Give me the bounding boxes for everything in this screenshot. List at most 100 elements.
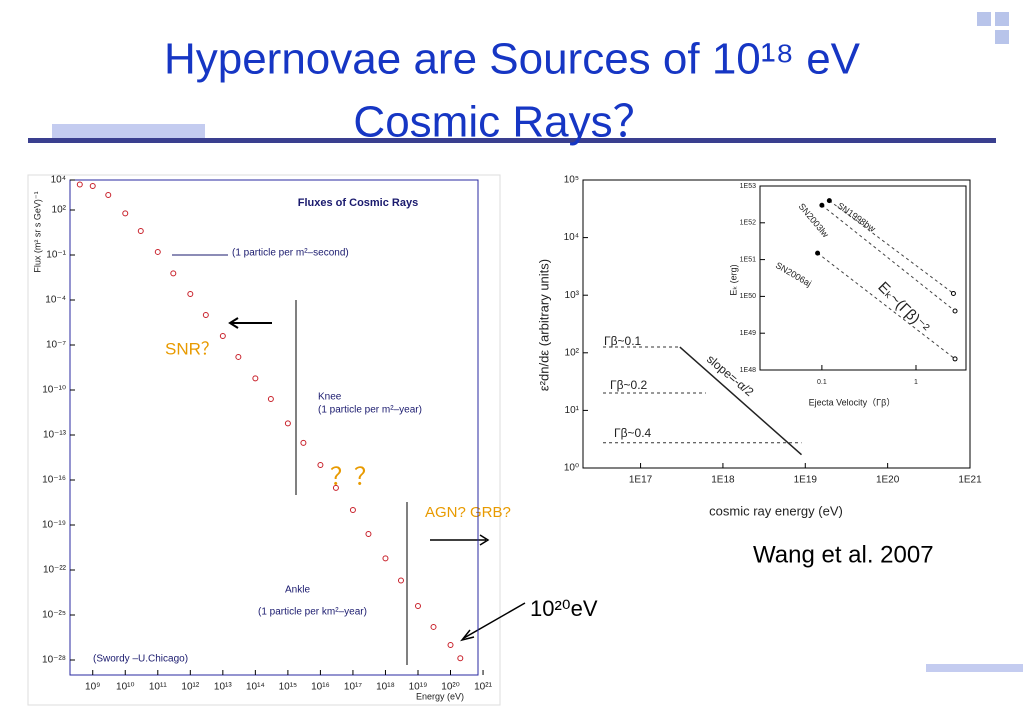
plot-frame	[582, 179, 971, 469]
x-tick-label: 10²¹	[474, 682, 492, 693]
x-axis-label: cosmic ray energy (eV)	[709, 503, 843, 518]
y-tick-label: 10⁴	[564, 232, 579, 243]
data-point	[252, 375, 259, 382]
x-tick-label: 10¹⁷	[344, 682, 362, 693]
deco	[926, 664, 1023, 672]
annotation: Knee	[318, 392, 342, 403]
data-point	[89, 182, 96, 189]
data-point	[235, 353, 242, 360]
x-tick-label: 1E19	[794, 475, 818, 486]
note: AGN? GRB?	[425, 504, 511, 521]
deco	[995, 30, 1009, 44]
annotation: (Swordy –U.Chicago)	[93, 654, 188, 665]
data-point	[349, 507, 356, 513]
x-tick-label: 10¹⁸	[376, 682, 395, 693]
citation: Wang et al. 2007	[753, 541, 934, 568]
series-label: Γβ~0.1	[604, 334, 642, 348]
rule	[28, 138, 996, 143]
data-point	[76, 181, 83, 188]
deco	[995, 12, 1009, 26]
data-point	[267, 396, 274, 403]
x-tick-label: 1E17	[629, 475, 653, 486]
x-tick-label: 10²⁰	[441, 682, 459, 693]
x-tick-label: 10¹⁴	[246, 682, 265, 693]
data-point	[447, 642, 454, 648]
data-point	[430, 623, 437, 630]
data-point	[457, 655, 464, 662]
x-tick-label: 10¹⁵	[279, 682, 298, 693]
y-tick-label: 10⁻²⁸	[42, 655, 66, 666]
note: SNR？	[165, 339, 218, 358]
slide-title: Cosmic Rays？	[353, 98, 656, 147]
data-point	[317, 462, 324, 468]
y-axis-label: Flux (m² sr s GeV)⁻¹	[32, 191, 42, 272]
y-tick-label: 1E52	[740, 220, 756, 227]
x-tick-label: 10¹⁰	[116, 682, 134, 693]
data-point	[819, 202, 825, 208]
y-tick-label: 1E53	[740, 183, 756, 190]
x-tick-label: 1	[914, 379, 918, 386]
x-tick-label: 1E18	[711, 475, 735, 486]
deco	[52, 124, 205, 138]
data-point	[826, 198, 832, 204]
annotation: (1 particle per km²–year)	[258, 607, 367, 618]
data-point	[300, 439, 307, 446]
data-point	[154, 248, 161, 255]
x-axis-label: Ejecta Velocity（Γβ）	[809, 397, 896, 407]
plot-frame	[69, 179, 479, 676]
y-tick-label: 10⁻¹⁶	[42, 475, 66, 486]
data-point	[202, 312, 209, 318]
slide-title: Hypernovae are Sources of 10¹⁸ eV	[164, 35, 861, 84]
data-point	[137, 227, 144, 234]
x-tick-label: 10¹³	[214, 682, 232, 693]
data-point	[397, 577, 404, 584]
y-tick-label: 1E48	[740, 367, 756, 374]
x-tick-label: 0.1	[817, 379, 827, 386]
y-tick-label: 10⁴	[51, 175, 66, 186]
y-tick-label: 10⁻⁴	[45, 295, 66, 306]
data-point	[187, 291, 194, 298]
y-tick-label: 1E51	[740, 256, 756, 263]
series-label: Γβ~0.2	[610, 378, 648, 392]
data-point	[122, 210, 129, 217]
arrow	[460, 602, 526, 642]
y-tick-label: 10²	[52, 205, 67, 216]
deco	[977, 12, 991, 26]
data-point	[382, 555, 389, 562]
annotation: (1 particle per m²–second)	[232, 248, 349, 259]
y-tick-label: 10⁻¹⁰	[42, 385, 66, 396]
data-point	[815, 250, 821, 256]
y-tick-label: 10⁻²²	[43, 565, 67, 576]
data-point	[952, 308, 958, 314]
y-tick-label: 10⁻¹	[46, 250, 66, 261]
x-tick-label: 10¹⁶	[311, 682, 330, 693]
y-tick-label: 10⁵	[564, 175, 579, 186]
y-tick-label: 10¹	[565, 405, 580, 416]
note: 10²⁰eV	[530, 596, 598, 621]
x-tick-label: 10⁹	[85, 682, 100, 693]
data-point	[332, 484, 339, 491]
y-axis-label: Eₖ (erg)	[728, 264, 738, 295]
y-tick-label: 10³	[565, 290, 580, 301]
series-label: Γβ~0.4	[614, 426, 652, 440]
x-tick-label: 1E21	[958, 475, 982, 486]
chart-panel	[27, 174, 501, 706]
data-point	[105, 192, 112, 198]
chart-title: Fluxes of Cosmic Rays	[298, 197, 418, 209]
y-tick-label: 1E50	[740, 293, 756, 300]
series-line	[821, 204, 956, 312]
x-tick-label: 10¹⁹	[409, 682, 428, 693]
y-tick-label: 10⁻⁷	[46, 340, 66, 351]
data-point	[950, 290, 956, 296]
data-point	[219, 332, 226, 339]
y-tick-label: 10⁰	[564, 463, 579, 474]
x-tick-label: 10¹¹	[149, 682, 167, 693]
data-point	[365, 531, 372, 538]
annotation: Ankle	[285, 585, 310, 596]
data-point	[170, 270, 177, 277]
series-line	[817, 252, 956, 360]
y-tick-label: 10⁻²⁵	[42, 610, 66, 621]
y-axis-label: ε²dn/dε (arbitrary units)	[536, 259, 551, 391]
arrow	[430, 534, 490, 546]
